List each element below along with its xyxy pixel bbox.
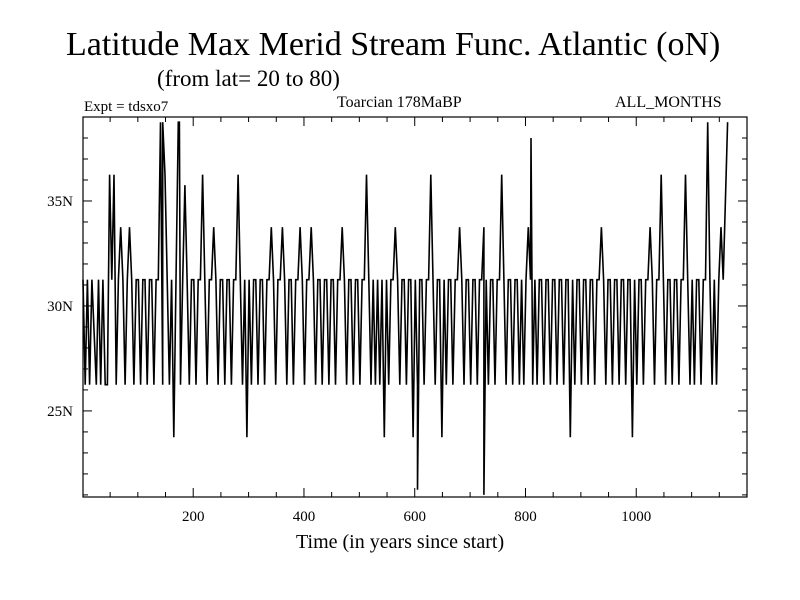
x-tick-label: 200 bbox=[182, 509, 205, 525]
axis-tick-labels: 200 400 600 800 1000 25N 30N 35N bbox=[47, 194, 651, 525]
series-line bbox=[82, 121, 729, 495]
x-axis-label: Time (in years since start) bbox=[296, 531, 505, 553]
months-label: ALL_MONTHS bbox=[615, 94, 722, 111]
x-tick-label: 600 bbox=[403, 509, 426, 525]
experiment-label: Expt = tdsxo7 bbox=[84, 99, 169, 115]
x-tick-label: 800 bbox=[514, 509, 537, 525]
series-group bbox=[82, 121, 729, 495]
plot-frame bbox=[82, 116, 748, 498]
x-tick-label: 1000 bbox=[621, 509, 651, 525]
y-tick-label: 30N bbox=[47, 299, 73, 315]
y-tick-label: 25N bbox=[47, 404, 73, 420]
chart-subtitle: (from lat= 20 to 80) bbox=[157, 66, 340, 91]
chart-title: Latitude Max Merid Stream Func. Atlantic… bbox=[66, 26, 721, 63]
period-label: Toarcian 178MaBP bbox=[337, 94, 462, 111]
y-tick-label: 35N bbox=[47, 194, 73, 210]
x-tick-label: 400 bbox=[293, 509, 316, 525]
